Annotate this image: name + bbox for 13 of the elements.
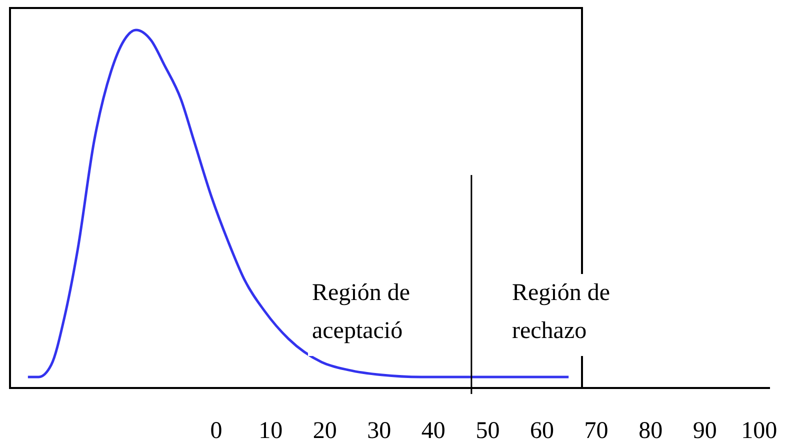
- x-tick-label: 50: [476, 418, 500, 444]
- x-tick-label: 80: [638, 418, 663, 444]
- x-tick-label: 100: [741, 418, 778, 444]
- x-tick-label: 40: [421, 418, 446, 444]
- x-tick-label: 90: [692, 418, 717, 444]
- x-tick-label: 60: [530, 418, 554, 444]
- x-tick-label: 30: [367, 418, 392, 444]
- annotation: Región de rechazo: [512, 280, 610, 344]
- x-tick-label: 0: [210, 418, 222, 444]
- x-tick-label: 20: [312, 418, 337, 444]
- annotation: Región de aceptació: [312, 280, 410, 344]
- x-tick-label: 70: [584, 418, 608, 444]
- x-tick-label: 10: [258, 418, 283, 444]
